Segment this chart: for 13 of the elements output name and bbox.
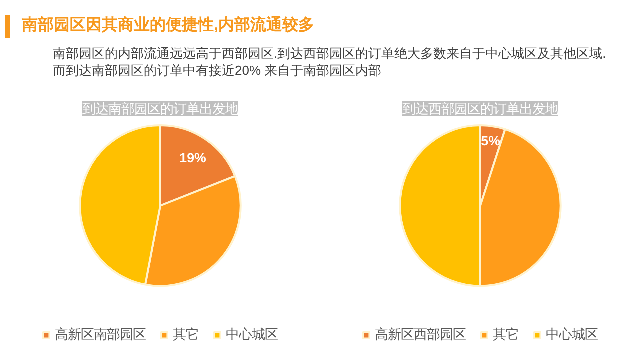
text: 南部园区的内部流通远远高于西部园区.到达西部园区的订单绝大多数来自于中心城区及其他区域.	[53, 46, 606, 61]
legend-label: 中心城区	[226, 326, 278, 344]
data-label: 5%	[481, 133, 501, 148]
text: 而到达南部园区的订单中有接近20% 来自于南部园区内部	[53, 63, 382, 78]
chart-title: 到达南部园区的订单出发地	[82, 102, 238, 116]
data-label: 19%	[180, 150, 207, 166]
legend-label: 高新区西部园区	[375, 326, 466, 344]
legend-label: 高新区南部园区	[55, 326, 146, 344]
legend-label: 中心城区	[546, 326, 598, 344]
chart-title: 到达西部园区的订单出发地	[402, 102, 558, 116]
legend-label: 其它	[493, 326, 519, 344]
legend-label: 其它	[173, 326, 199, 344]
text: 南部园区因其商业的便捷性,内部流通较多	[5, 15, 314, 38]
